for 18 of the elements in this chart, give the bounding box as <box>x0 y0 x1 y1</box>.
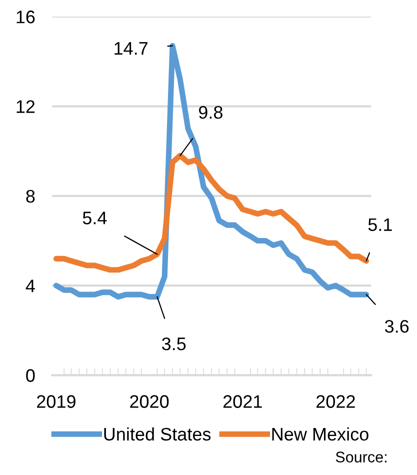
y-tick-label: 4 <box>26 280 35 292</box>
y-tick-label: 16 <box>16 10 35 24</box>
x-tick-label: 2021 <box>223 395 262 408</box>
annotation: 5.4 <box>82 212 107 224</box>
x-tick-label: 2022 <box>316 395 355 408</box>
annotation: 5.1 <box>368 218 392 232</box>
legend-label: United States <box>104 427 211 441</box>
y-tick-label: 8 <box>26 190 35 203</box>
y-tick-label: 12 <box>16 100 35 113</box>
annotation: 14.7 <box>114 42 148 55</box>
x-tick-label: 2020 <box>130 395 169 408</box>
source-note: Source: <box>336 452 386 462</box>
y-tick-label: 0 <box>26 369 35 382</box>
annotation: 9.8 <box>198 106 222 119</box>
x-tick-label: 2019 <box>37 395 76 408</box>
annotation: 3.6 <box>384 320 409 333</box>
legend-label: New Mexico <box>272 427 368 441</box>
annotation: 3.5 <box>162 337 186 350</box>
